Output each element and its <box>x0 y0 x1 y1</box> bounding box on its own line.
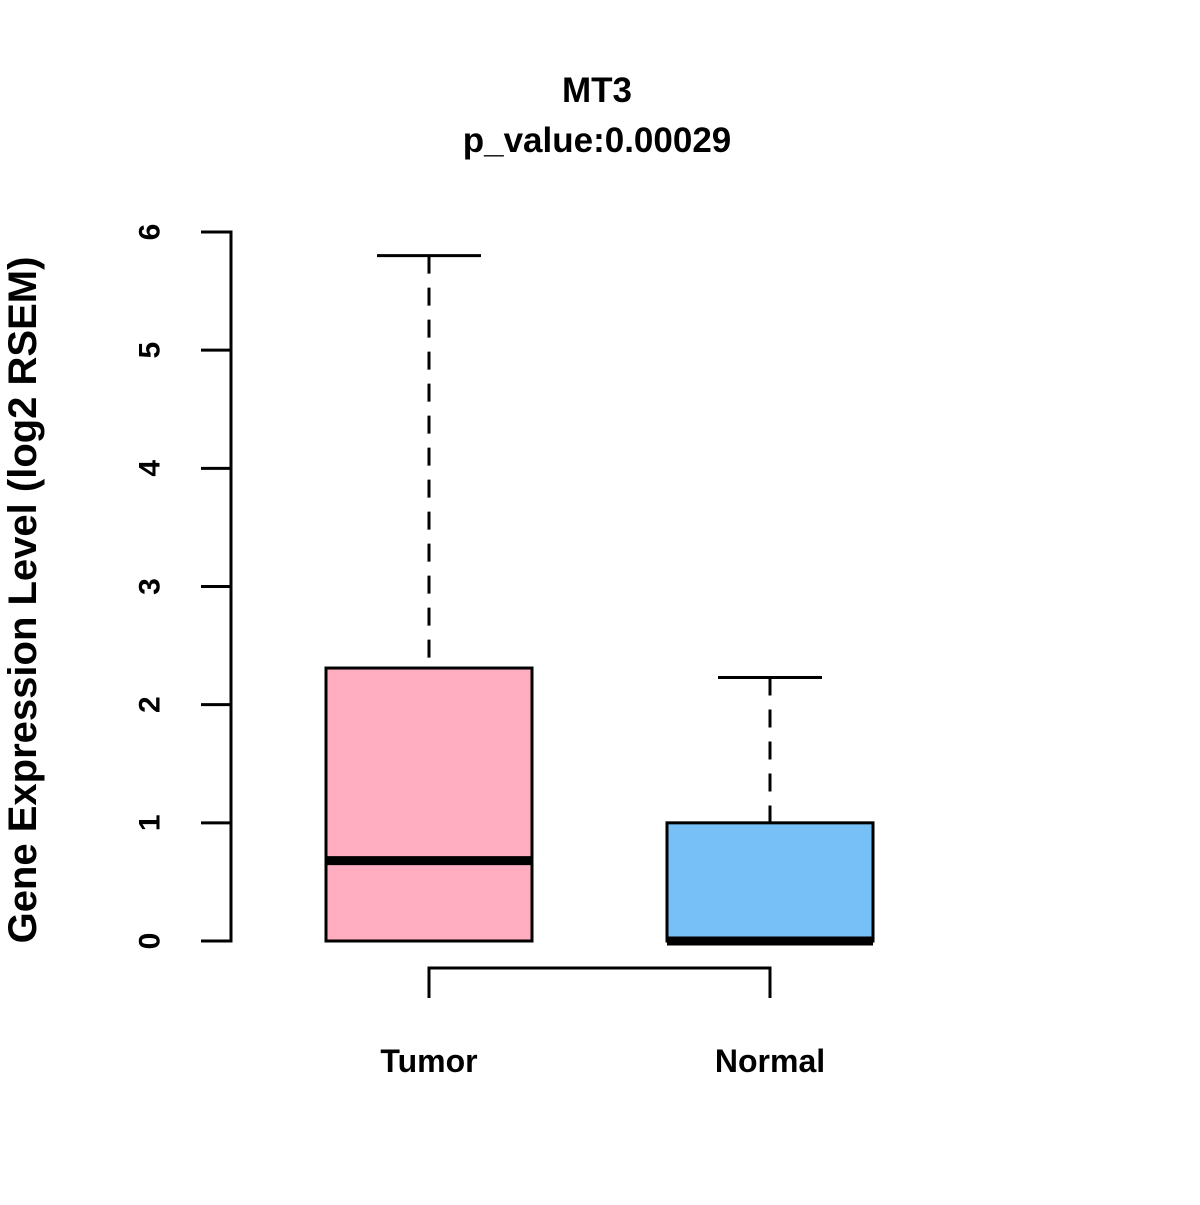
y-tick-label: 1 <box>134 814 167 831</box>
chart-title: MT3 <box>562 71 632 110</box>
category-label-normal: Normal <box>715 1043 825 1079</box>
y-tick-label: 5 <box>134 342 167 359</box>
iqr-box <box>324 666 534 943</box>
box-tumor <box>324 254 534 943</box>
chart-subtitle-pvalue: p_value:0.00029 <box>463 121 732 160</box>
iqr-box <box>665 821 875 943</box>
category-labels: Tumor Normal <box>380 1043 825 1079</box>
y-tick-label: 6 <box>134 224 167 241</box>
x-axis <box>427 966 772 998</box>
y-tick-label: 3 <box>134 578 167 595</box>
y-axis-label: Gene Expression Level (log2 RSEM) <box>1 257 45 944</box>
y-axis: 0 1 2 3 4 5 6 <box>134 224 233 950</box>
y-tick-label: 4 <box>134 460 167 477</box>
y-tick-label: 0 <box>134 933 167 950</box>
y-tick-label: 2 <box>134 696 167 713</box>
box-normal <box>665 675 875 946</box>
boxes <box>324 254 875 946</box>
category-label-tumor: Tumor <box>380 1043 477 1079</box>
